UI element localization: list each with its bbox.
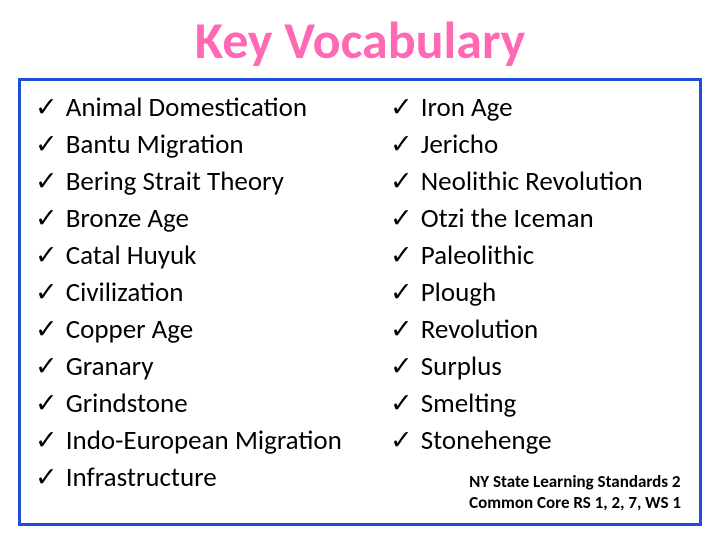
checkmark-icon: ✓	[35, 348, 58, 385]
vocabulary-box: ✓ Animal Domestication✓ Bantu Migration✓…	[18, 78, 702, 526]
vocab-item: ✓ Granary	[35, 348, 390, 385]
vocab-label: Plough	[415, 276, 497, 309]
vocab-label: Grindstone	[60, 387, 188, 420]
vocab-item: ✓ Catal Huyuk	[35, 237, 390, 274]
vocab-label: Stonehenge	[415, 424, 552, 457]
vocab-label: Jericho	[415, 128, 499, 161]
vocab-label: Smelting	[415, 387, 517, 420]
vocab-item: ✓ Plough	[390, 274, 690, 311]
vocab-item: ✓ Animal Domestication	[35, 89, 390, 126]
checkmark-icon: ✓	[35, 311, 58, 348]
vocab-label: Animal Domestication	[60, 91, 307, 124]
vocab-label: Paleolithic	[415, 239, 535, 272]
checkmark-icon: ✓	[390, 311, 413, 348]
vocab-item: ✓ Smelting	[390, 385, 690, 422]
vocab-label: Indo-European Migration	[60, 424, 342, 457]
checkmark-icon: ✓	[35, 237, 58, 274]
checkmark-icon: ✓	[390, 163, 413, 200]
vocab-label: Copper Age	[60, 313, 194, 346]
vocab-item: ✓ Paleolithic	[390, 237, 690, 274]
vocab-item: ✓ Otzi the Iceman	[390, 200, 690, 237]
checkmark-icon: ✓	[35, 89, 58, 126]
checkmark-icon: ✓	[35, 422, 58, 459]
checkmark-icon: ✓	[390, 89, 413, 126]
checkmark-icon: ✓	[390, 422, 413, 459]
vocab-label: Iron Age	[415, 91, 513, 124]
vocab-item: ✓ Infrastructure	[35, 459, 390, 496]
vocab-item: ✓ Indo-European Migration	[35, 422, 390, 459]
vocab-label: Otzi the Iceman	[415, 202, 594, 235]
vocab-label: Bronze Age	[60, 202, 189, 235]
checkmark-icon: ✓	[390, 348, 413, 385]
vocab-label: Granary	[60, 350, 154, 383]
checkmark-icon: ✓	[390, 237, 413, 274]
vocab-item: ✓ Bronze Age	[35, 200, 390, 237]
vocab-item: ✓ Neolithic Revolution	[390, 163, 690, 200]
checkmark-icon: ✓	[390, 126, 413, 163]
vocabulary-columns: ✓ Animal Domestication✓ Bantu Migration✓…	[35, 89, 685, 496]
vocab-label: Infrastructure	[60, 461, 217, 494]
vocab-item: ✓ Bering Strait Theory	[35, 163, 390, 200]
checkmark-icon: ✓	[390, 274, 413, 311]
vocab-item: ✓ Revolution	[390, 311, 690, 348]
vocab-item: ✓ Bantu Migration	[35, 126, 390, 163]
vocab-label: Catal Huyuk	[60, 239, 197, 272]
vocab-label: Civilization	[60, 276, 184, 309]
page-title: Key Vocabulary	[0, 0, 720, 78]
checkmark-icon: ✓	[35, 200, 58, 237]
vocab-label: Neolithic Revolution	[415, 165, 643, 198]
vocab-item: ✓ Iron Age	[390, 89, 690, 126]
checkmark-icon: ✓	[35, 126, 58, 163]
standards-footer: NY State Learning Standards 2 Common Cor…	[469, 471, 681, 513]
left-column: ✓ Animal Domestication✓ Bantu Migration✓…	[35, 89, 390, 496]
checkmark-icon: ✓	[390, 200, 413, 237]
vocab-label: Surplus	[415, 350, 502, 383]
vocab-item: ✓ Civilization	[35, 274, 390, 311]
checkmark-icon: ✓	[35, 163, 58, 200]
vocab-item: ✓ Stonehenge	[390, 422, 690, 459]
vocab-label: Bantu Migration	[60, 128, 244, 161]
checkmark-icon: ✓	[35, 459, 58, 496]
vocab-item: ✓ Surplus	[390, 348, 690, 385]
checkmark-icon: ✓	[390, 385, 413, 422]
checkmark-icon: ✓	[35, 385, 58, 422]
vocab-item: ✓ Jericho	[390, 126, 690, 163]
vocab-label: Bering Strait Theory	[60, 165, 284, 198]
vocab-item: ✓ Copper Age	[35, 311, 390, 348]
right-column: ✓ Iron Age✓ Jericho✓ Neolithic Revolutio…	[390, 89, 690, 496]
checkmark-icon: ✓	[35, 274, 58, 311]
footer-line-1: NY State Learning Standards 2	[469, 471, 681, 492]
vocab-item: ✓ Grindstone	[35, 385, 390, 422]
vocab-label: Revolution	[415, 313, 539, 346]
footer-line-2: Common Core RS 1, 2, 7, WS 1	[469, 492, 681, 513]
